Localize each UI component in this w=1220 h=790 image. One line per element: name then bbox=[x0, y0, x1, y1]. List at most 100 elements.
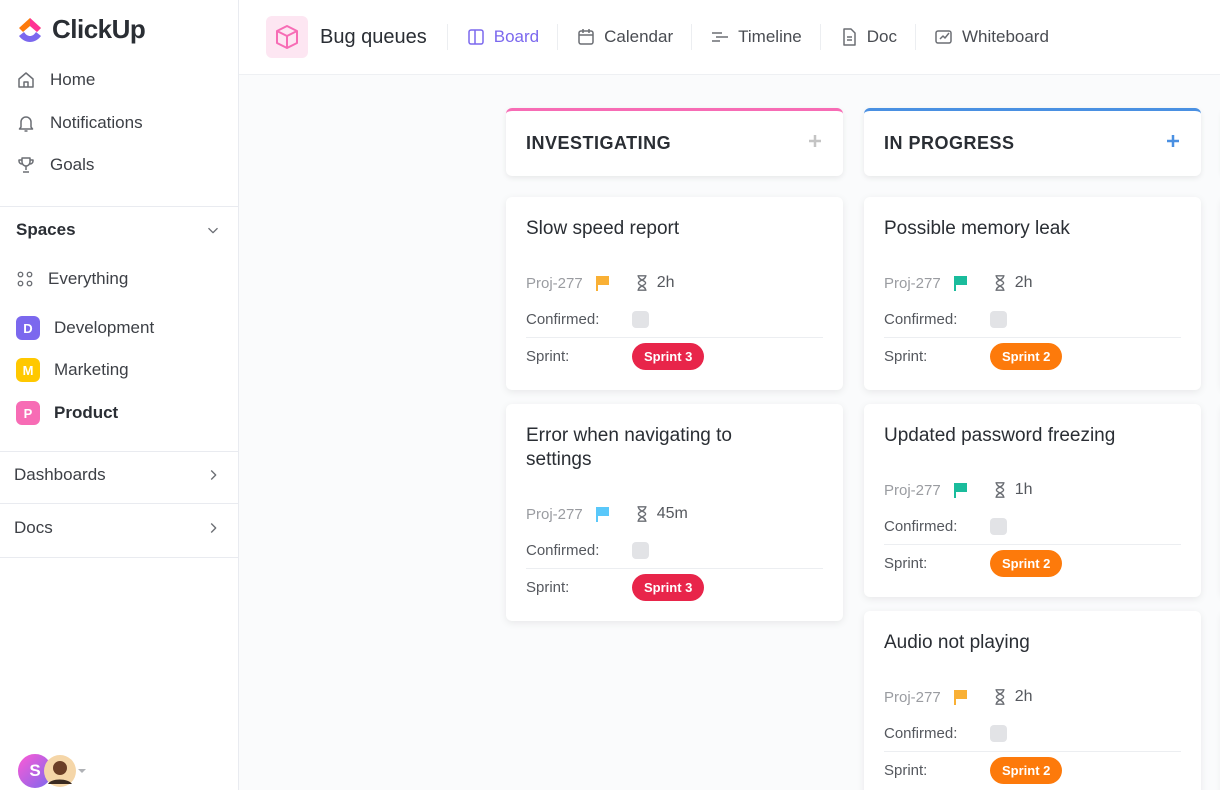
sprint-label: Sprint: bbox=[884, 554, 928, 572]
confirmed-checkbox[interactable] bbox=[632, 310, 649, 328]
section-label: Docs bbox=[14, 518, 53, 537]
confirmed-label: Confirmed: bbox=[526, 541, 600, 559]
column: INVESTIGATING Slow speed report Proj-277 2h… bbox=[506, 108, 843, 790]
icon bbox=[839, 27, 859, 47]
sprint-row: Sprint: Sprint 2 bbox=[884, 545, 1181, 581]
nav-item[interactable]: Home bbox=[16, 70, 95, 90]
avatar[interactable]: S bbox=[16, 752, 88, 790]
task-meta: Proj-277 45m bbox=[526, 496, 823, 532]
confirmed-row: Confirmed: bbox=[526, 301, 823, 337]
time-icon bbox=[991, 274, 1009, 292]
view-tab[interactable]: Calendar bbox=[557, 24, 691, 50]
row-divider bbox=[526, 568, 823, 569]
view-tab[interactable]: Board bbox=[446, 24, 557, 50]
task-title: Slow speed report bbox=[526, 218, 680, 239]
priority-flag bbox=[595, 275, 611, 291]
priority-flag bbox=[595, 506, 611, 522]
divider bbox=[0, 451, 238, 452]
confirmed-checkbox[interactable] bbox=[990, 517, 1007, 535]
priority-flag bbox=[953, 689, 969, 705]
time-estimate: 2h bbox=[656, 274, 675, 291]
column-title: IN PROGRESS bbox=[884, 133, 1015, 153]
row-divider bbox=[526, 337, 823, 338]
task-id: Proj-277 bbox=[526, 274, 583, 292]
confirmed-checkbox[interactable] bbox=[990, 310, 1007, 328]
view-tab-label: Doc bbox=[866, 27, 897, 46]
sprint-tag: Sprint 2 bbox=[990, 549, 1063, 577]
task-card[interactable]: Possible memory leak Proj-277 2h Confirmed:… bbox=[864, 197, 1201, 390]
space-badge: P bbox=[16, 401, 40, 425]
nav-item[interactable]: Notifications bbox=[16, 113, 143, 133]
column: IN PROGRESS Possible memory leak Proj-277 2… bbox=[864, 108, 1201, 790]
column-title: INVESTIGATING bbox=[526, 133, 672, 153]
view-tab-label: Whiteboard bbox=[961, 27, 1049, 46]
icon bbox=[204, 519, 222, 537]
spaces-header[interactable]: Spaces bbox=[16, 220, 222, 240]
space-item[interactable]: Everything bbox=[16, 269, 128, 289]
logo: ClickUp bbox=[16, 14, 146, 45]
section-label: Dashboards bbox=[14, 465, 106, 484]
time-icon bbox=[991, 688, 1009, 706]
spaces-title: Spaces bbox=[16, 220, 76, 239]
space-item[interactable]: D Development bbox=[16, 316, 154, 340]
section-item[interactable]: Docs bbox=[14, 518, 222, 538]
confirmed-checkbox[interactable] bbox=[632, 541, 649, 559]
icon bbox=[16, 155, 36, 175]
confirmed-row: Confirmed: bbox=[884, 301, 1181, 337]
row-divider bbox=[884, 544, 1181, 545]
view-tab-label: Board bbox=[493, 27, 540, 46]
avatar-caret bbox=[76, 766, 88, 776]
space-badge: D bbox=[16, 316, 40, 340]
view-tab-label: Timeline bbox=[738, 27, 802, 46]
divider bbox=[0, 557, 238, 558]
section-item[interactable]: Dashboards bbox=[14, 465, 222, 485]
add-button[interactable] bbox=[807, 133, 823, 154]
space-label: Everything bbox=[48, 269, 129, 288]
time-icon bbox=[633, 505, 651, 523]
time-estimate: 2h bbox=[1014, 274, 1033, 291]
task-card[interactable]: Slow speed report Proj-277 2h Confirmed: Spr… bbox=[506, 197, 843, 390]
nav-label: Goals bbox=[50, 155, 95, 174]
space-icon bbox=[266, 16, 308, 58]
priority-flag bbox=[953, 275, 969, 291]
task-id: Proj-277 bbox=[884, 688, 941, 706]
sidebar: ClickUp Home Notifications Goals Spaces Every… bbox=[0, 0, 239, 790]
logo-text: ClickUp bbox=[52, 14, 146, 44]
task-title: Possible memory leak bbox=[884, 218, 1070, 239]
task-title: Audio not playing bbox=[884, 632, 1030, 653]
divider bbox=[0, 503, 238, 504]
space-item[interactable]: M Marketing bbox=[16, 358, 129, 382]
task-card[interactable]: Error when navigating to settings Proj-27… bbox=[506, 404, 843, 621]
priority-flag bbox=[953, 482, 969, 498]
space-label: Development bbox=[54, 318, 155, 337]
space-label: Marketing bbox=[54, 360, 129, 379]
icon bbox=[934, 27, 954, 47]
nav-item[interactable]: Goals bbox=[16, 155, 94, 175]
sprint-row: Sprint: Sprint 2 bbox=[884, 338, 1181, 374]
icon bbox=[16, 270, 34, 288]
view-tab-label: Calendar bbox=[604, 27, 674, 46]
row-divider bbox=[884, 337, 1181, 338]
space-item[interactable]: P Product bbox=[16, 401, 118, 425]
sprint-label: Sprint: bbox=[884, 761, 928, 779]
view-tab[interactable]: Doc bbox=[819, 24, 915, 50]
icon bbox=[710, 27, 730, 47]
view-tab[interactable]: Timeline bbox=[691, 24, 820, 50]
view-tab[interactable]: Whiteboard bbox=[914, 24, 1067, 50]
task-title: Updated password freezing bbox=[884, 425, 1116, 446]
confirmed-row: Confirmed: bbox=[884, 715, 1181, 751]
confirmed-checkbox[interactable] bbox=[990, 724, 1007, 742]
nav-label: Home bbox=[50, 70, 96, 89]
task-title: Error when navigating to settings bbox=[526, 425, 732, 470]
task-meta: Proj-277 2h bbox=[526, 265, 823, 301]
icon bbox=[16, 113, 36, 133]
avatar-photo bbox=[44, 752, 76, 790]
task-card[interactable]: Updated password freezing Proj-277 1h Confi… bbox=[864, 404, 1201, 597]
add-button[interactable] bbox=[1165, 133, 1181, 154]
row-divider bbox=[884, 751, 1181, 752]
task-card[interactable]: Audio not playing Proj-277 2h Confirmed: Spr… bbox=[864, 611, 1201, 790]
divider bbox=[0, 206, 238, 207]
confirmed-row: Confirmed: bbox=[884, 508, 1181, 544]
nav-label: Notifications bbox=[50, 113, 143, 132]
